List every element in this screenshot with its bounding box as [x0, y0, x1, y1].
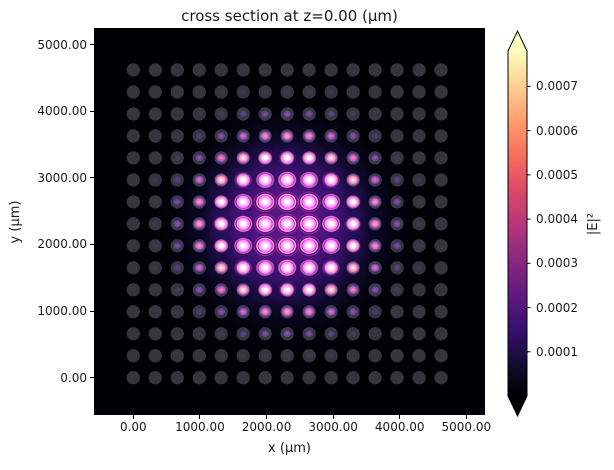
y-axis-label: y (μm)	[8, 200, 23, 244]
colorbar-tick-label: 0.0002	[536, 300, 578, 315]
colorbar-label: |E|²	[586, 212, 601, 236]
plot-title: cross section at z=0.00 (μm)	[181, 7, 398, 25]
x-tick-label: 1000.00	[175, 420, 225, 434]
x-tick-label: 4000.00	[374, 420, 425, 434]
y-tick-mark	[90, 377, 94, 379]
y-tick-label: 3000.00	[37, 170, 87, 185]
y-tick-label: 5000.00	[37, 37, 87, 52]
colorbar-tick-label: 0.0003	[536, 256, 578, 271]
x-tick-mark	[465, 415, 467, 419]
colorbar-tick-label: 0.0007	[536, 79, 578, 94]
y-tick-label: 1000.00	[37, 304, 87, 319]
colorbar-extend-max-arrow	[508, 31, 527, 51]
y-tick-mark	[90, 177, 94, 179]
y-tick-mark	[90, 310, 94, 312]
y-tick-label: 0.00	[60, 370, 87, 385]
colorbar-gradient	[508, 51, 527, 396]
x-tick-mark	[399, 415, 401, 419]
y-tick-label: 4000.00	[37, 104, 87, 119]
y-tick-label: 2000.00	[37, 237, 87, 252]
colorbar-extend-min-arrow	[508, 396, 527, 416]
colorbar-tick-label: 0.0005	[536, 167, 578, 182]
x-tick-label: 3000.00	[308, 420, 358, 434]
x-tick-label: 5000.00	[441, 420, 492, 434]
colorbar-tick-label: 0.0004	[536, 212, 578, 227]
x-axis-label: x (μm)	[268, 441, 311, 456]
colorbar-outline	[507, 29, 528, 418]
x-tick-mark	[266, 415, 268, 419]
x-tick-label: 0.00	[119, 420, 147, 434]
y-tick-mark	[90, 110, 94, 112]
x-tick-mark	[199, 415, 201, 419]
colorbar-tick-label: 0.0006	[536, 123, 578, 138]
heatmap-canvas	[94, 28, 485, 415]
x-tick-mark	[132, 415, 134, 419]
colorbar-tick-label: 0.0001	[536, 344, 578, 359]
y-tick-mark	[90, 44, 94, 46]
x-tick-mark	[332, 415, 334, 419]
y-tick-mark	[90, 243, 94, 245]
x-tick-label: 2000.00	[241, 420, 292, 434]
